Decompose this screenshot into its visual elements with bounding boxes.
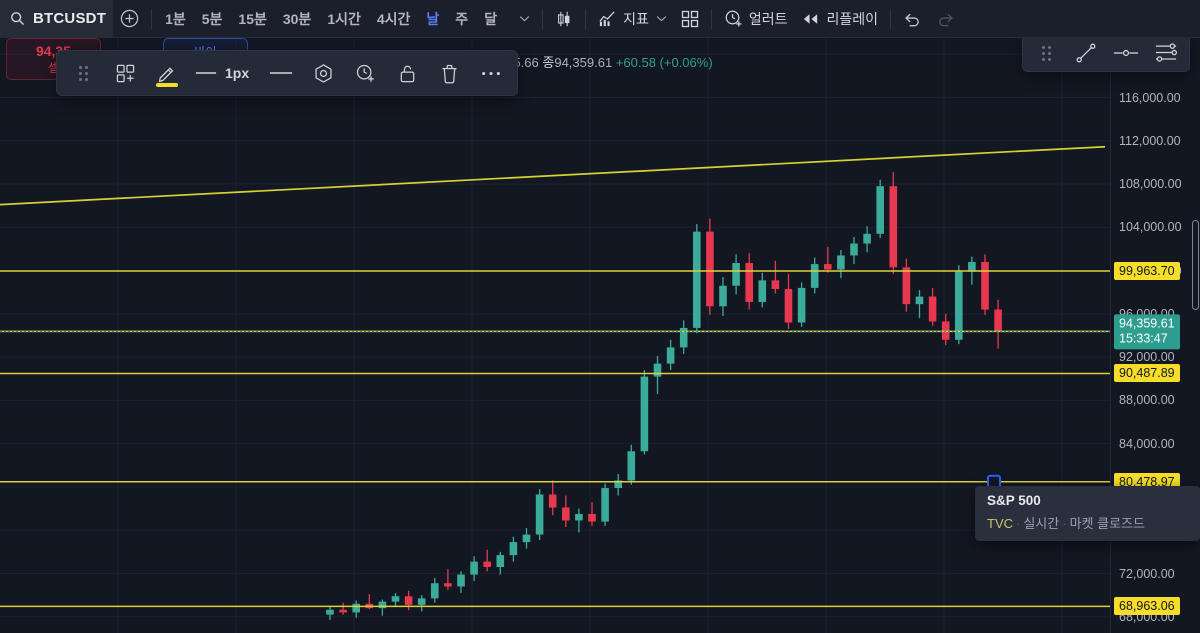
chevron-down-icon — [656, 15, 667, 22]
line-style-icon — [269, 70, 293, 76]
price-scale[interactable]: 120,000.00116,000.00112,000.00108,000.00… — [1110, 38, 1200, 633]
interval-1h[interactable]: 1시간 — [327, 10, 361, 27]
current-price-tag[interactable]: 94,359.61 15:33:47 — [1114, 313, 1180, 350]
price-level-tag[interactable]: 90,487.89 — [1114, 364, 1180, 383]
symbol-tooltip: S&P 500 TVC · 실시간 · 마켓 클로즈드 — [975, 486, 1200, 541]
sell-label: 셀 — [47, 61, 60, 75]
chart-type-button[interactable] — [548, 0, 580, 38]
toolbar-divider-5 — [890, 8, 892, 29]
pencil-icon — [157, 63, 177, 83]
undo-arrow-icon — [903, 11, 922, 27]
tooltip-title: S&P 500 — [987, 493, 1041, 508]
tooltip-realtime: 실시간 — [1023, 516, 1060, 531]
symbol-name: BTCUSDT — [33, 10, 107, 27]
ohlc-close: 94,359.61 — [554, 55, 613, 70]
axis-tick: 84,000.00 — [1119, 436, 1175, 451]
tooltip-subtitle: TVC · 실시간 · 마켓 클로즈드 — [987, 516, 1145, 531]
trash-icon — [440, 63, 459, 84]
indicators-button[interactable]: 지표 — [591, 0, 674, 38]
axis-tick: 108,000.00 — [1119, 177, 1182, 192]
drag-handle-icon[interactable] — [1027, 37, 1065, 69]
pencil-color-button[interactable] — [147, 54, 187, 92]
sliders-button[interactable] — [1147, 37, 1185, 69]
ohlc-change: +60.58 (+0.06%) — [615, 55, 713, 70]
toolbar-divider-1 — [151, 8, 153, 29]
chevron-down-icon — [519, 15, 530, 22]
undo-button[interactable] — [896, 0, 929, 38]
add-alert-icon — [355, 63, 376, 84]
interval-5m[interactable]: 5분 — [201, 10, 223, 27]
tooltip-status: 마켓 클로즈드 — [1069, 516, 1145, 531]
tooltip-source: TVC — [987, 516, 1013, 531]
object-tree-toolbar — [1022, 34, 1190, 72]
more-options-icon — [480, 70, 502, 77]
redo-arrow-icon — [936, 11, 955, 27]
replay-label: 리플레이 — [826, 10, 879, 27]
sliders-icon — [1154, 42, 1178, 64]
interval-15m[interactable]: 15분 — [238, 10, 267, 27]
indicators-icon — [598, 9, 617, 28]
price-level-tag[interactable]: 68,963.06 — [1114, 597, 1180, 616]
ohlc-close-key: 종 — [542, 55, 555, 70]
interval-30m[interactable]: 30분 — [282, 10, 312, 27]
alert-clock-icon — [724, 9, 743, 28]
chart-canvas[interactable] — [0, 38, 1110, 633]
add-template-button[interactable] — [105, 54, 145, 92]
axis-tick: 112,000.00 — [1119, 133, 1181, 148]
settings-button[interactable] — [303, 54, 343, 92]
selected-color-swatch — [156, 83, 178, 87]
alert-label: 얼러트 — [748, 10, 788, 27]
lock-icon — [398, 63, 417, 84]
interval-more-button[interactable] — [505, 0, 537, 38]
redo-button[interactable] — [929, 0, 962, 38]
add-symbol-button[interactable] — [113, 0, 146, 38]
trend-line-icon — [1075, 42, 1097, 64]
price-scale-scrollbar[interactable] — [1192, 220, 1199, 310]
axis-tick: 92,000.00 — [1119, 350, 1175, 365]
drag-handle-icon[interactable] — [63, 54, 103, 92]
toolbar-divider-3 — [585, 8, 587, 29]
grid-layout-icon — [681, 10, 699, 28]
interval-day[interactable]: 날 — [426, 10, 440, 27]
price-level-tag[interactable]: 99,963.70 — [1114, 261, 1180, 280]
horizontal-line-icon — [1113, 45, 1139, 61]
axis-tick: 104,000.00 — [1119, 220, 1182, 235]
candlestick-chart — [0, 38, 1110, 633]
settings-hex-icon — [313, 63, 334, 84]
replay-icon — [801, 12, 820, 26]
trend-line-button[interactable] — [1067, 37, 1105, 69]
plus-circle-icon — [120, 9, 139, 28]
more-options-button[interactable] — [471, 54, 511, 92]
alert-button[interactable]: 얼러트 — [717, 0, 795, 38]
interval-week[interactable]: 주 — [455, 10, 469, 27]
add-alert-button[interactable] — [345, 54, 385, 92]
candlestick-icon — [555, 10, 573, 28]
indicators-label: 지표 — [623, 10, 649, 27]
interval-1m[interactable]: 1분 — [165, 10, 186, 27]
axis-tick: 116,000.00 — [1119, 90, 1181, 105]
search-icon — [10, 11, 25, 26]
line-icon — [195, 70, 217, 76]
line-style-button[interactable] — [261, 54, 301, 92]
axis-tick: 88,000.00 — [1119, 393, 1175, 408]
line-width-button[interactable]: 1px — [189, 54, 259, 92]
horizontal-line-button[interactable] — [1107, 37, 1145, 69]
add-template-icon — [116, 64, 135, 83]
top-toolbar: BTCUSDT 1분 5분 15분 30분 1시간 4시간 날 주 달 — [0, 0, 1200, 38]
interval-month[interactable]: 달 — [484, 10, 498, 27]
line-width-label: 1px — [225, 65, 250, 81]
lock-button[interactable] — [387, 54, 427, 92]
symbol-search[interactable]: BTCUSDT — [0, 0, 114, 38]
axis-tick: 72,000.00 — [1119, 566, 1175, 581]
drawing-settings-toolbar: 1px — [56, 50, 519, 96]
toolbar-divider-2 — [542, 8, 544, 29]
layout-button[interactable] — [674, 0, 706, 38]
delete-button[interactable] — [429, 54, 469, 92]
interval-4h[interactable]: 4시간 — [376, 10, 411, 27]
toolbar-divider-4 — [710, 8, 712, 29]
replay-button[interactable]: 리플레이 — [794, 0, 885, 38]
